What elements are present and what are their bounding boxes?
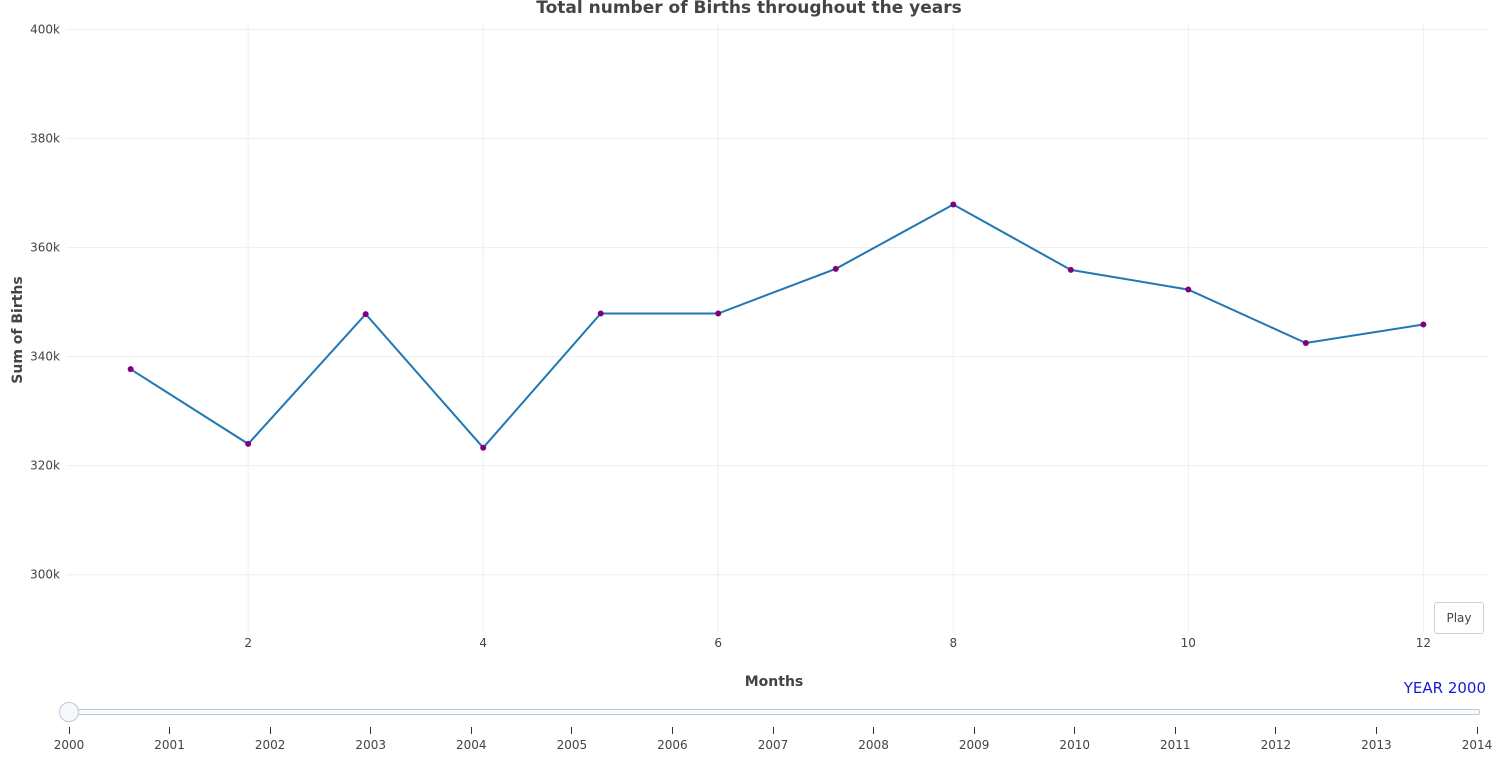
slider-year-label[interactable]: 2007 [757, 738, 789, 752]
slider-year-label[interactable]: 2014 [1461, 738, 1493, 752]
slider-tick [772, 727, 774, 734]
x-tick-label: 6 [714, 636, 722, 650]
slider-year-label[interactable]: 2009 [958, 738, 990, 752]
data-point [597, 310, 604, 317]
current-year-label: YEAR 2000 [1403, 679, 1486, 697]
y-tick-label: 380k [30, 132, 60, 146]
data-point [832, 265, 839, 272]
data-point [362, 311, 369, 318]
slider-tick [973, 727, 975, 734]
data-point [245, 440, 252, 447]
slider-year-label[interactable]: 2010 [1059, 738, 1090, 752]
y-tick-label: 400k [30, 22, 60, 36]
slider-tick [1476, 727, 1478, 734]
data-point [1420, 321, 1427, 328]
y-tick-label: 340k [30, 350, 60, 364]
slider-tick [169, 727, 171, 734]
slider-tick [1074, 727, 1076, 734]
year-slider-handle[interactable] [59, 702, 79, 722]
slider-year-label[interactable]: 2004 [456, 738, 487, 752]
slider-tick [68, 727, 70, 734]
x-axis-title: Months [745, 674, 804, 690]
series-points [127, 201, 1427, 451]
slider-year-label[interactable]: 2000 [53, 738, 85, 752]
slider-year-label[interactable]: 2005 [556, 738, 588, 752]
slider-tick [470, 727, 472, 734]
slider-year-label[interactable]: 2013 [1361, 738, 1392, 752]
data-point [127, 366, 134, 373]
slider-tick [269, 727, 271, 734]
x-tick-label: 4 [479, 636, 487, 650]
chart-title: Total number of Births throughout the ye… [536, 0, 961, 18]
grid [66, 24, 1488, 632]
slider-year-label[interactable]: 2012 [1260, 738, 1292, 752]
slider-year-label[interactable]: 2011 [1160, 738, 1191, 752]
data-point [1185, 286, 1192, 293]
y-tick-label: 320k [30, 459, 60, 473]
slider-tick [1174, 727, 1176, 734]
x-tick-label: 8 [949, 636, 957, 650]
data-point [480, 444, 487, 451]
slider-tick [873, 727, 875, 734]
slider-year-label[interactable]: 2008 [858, 738, 889, 752]
x-tick-label: 2 [244, 636, 252, 650]
data-point [950, 201, 957, 208]
slider-tick [1375, 727, 1377, 734]
slider-tick [1275, 727, 1277, 734]
y-axis-title: Sum of Births [10, 276, 26, 383]
y-axis-ticks: 300k 320k 340k 360k 380k 400k [30, 22, 60, 581]
data-point [1302, 339, 1309, 346]
data-point [715, 310, 722, 317]
slider-year-label[interactable]: 2002 [254, 738, 286, 752]
data-point [1067, 266, 1074, 273]
x-axis-ticks: 2 4 6 8 10 12 [244, 636, 1431, 650]
slider-year-label[interactable]: 2003 [355, 738, 386, 752]
slider-tick [571, 727, 573, 734]
slider-tick [671, 727, 673, 734]
year-slider-rail[interactable] [66, 709, 1480, 715]
play-button[interactable]: Play [1434, 602, 1484, 634]
slider-tick [370, 727, 372, 734]
series-line [130, 203, 1424, 450]
slider-year-label[interactable]: 2006 [657, 738, 688, 752]
x-tick-label: 12 [1416, 636, 1431, 650]
x-tick-label: 10 [1181, 636, 1196, 650]
y-tick-label: 300k [30, 568, 60, 582]
y-tick-label: 360k [30, 241, 60, 255]
slider-year-label[interactable]: 2001 [154, 738, 185, 752]
